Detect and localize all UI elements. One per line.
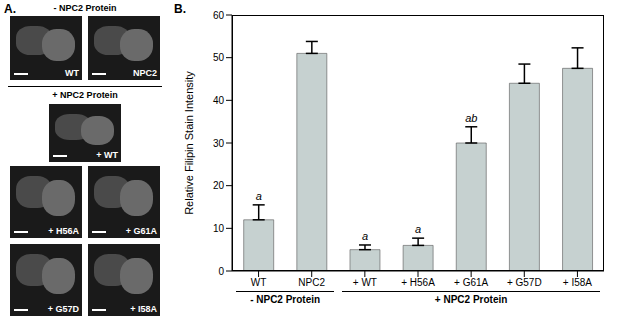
svg-text:40: 40 [213,95,225,106]
html-text:+ H56A: + H56A [48,226,79,236]
html-text:+ NPC2 Protein: + NPC2 Protein [52,90,118,100]
svg-text:50: 50 [213,52,225,63]
html-text:+ NPC2 Protein: + NPC2 Protein [434,294,508,305]
svg-text:20: 20 [213,180,225,191]
svg-text:60: 60 [213,10,225,21]
svg-text:0: 0 [218,266,224,277]
svg-text:+ G57D: + G57D [507,277,542,288]
html-text:A.: A. [4,2,16,16]
svg-text:+ I58A: + I58A [563,277,593,288]
svg-text:NPC2: NPC2 [298,277,325,288]
svg-text:+ G61A: + G61A [454,277,489,288]
svg-text:+ H56A: + H56A [401,277,435,288]
html-text:WT: WT [65,68,79,78]
svg-text:ab: ab [465,112,477,124]
svg-text:30: 30 [213,138,225,149]
html-text:- NPC2 Protein: - NPC2 Protein [53,3,117,13]
svg-text:a: a [362,230,368,242]
svg-text:a: a [256,190,262,202]
html-text:+ G61A: + G61A [125,226,157,236]
svg-text:10: 10 [213,223,225,234]
html-text:NPC2: NPC2 [133,68,157,78]
svg-text:a: a [415,223,421,235]
svg-text:+ WT: + WT [353,277,377,288]
html-text:+ WT: + WT [96,150,118,160]
svg-text:WT: WT [251,277,267,288]
html-text:+ G57D: + G57D [47,304,79,314]
html-text:- NPC2 Protein: - NPC2 Protein [250,294,321,305]
svg-text:Relative Filipin Stain Intensi: Relative Filipin Stain Intensity [183,71,195,215]
html-text:B.: B. [174,2,186,16]
html-text:+ I58A: + I58A [130,304,157,314]
